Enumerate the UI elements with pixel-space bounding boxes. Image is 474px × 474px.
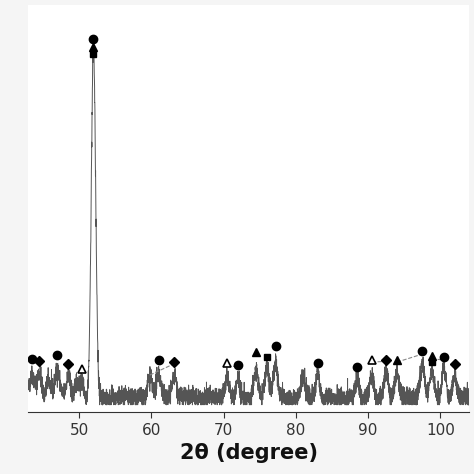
X-axis label: 2θ (degree): 2θ (degree): [180, 443, 318, 464]
